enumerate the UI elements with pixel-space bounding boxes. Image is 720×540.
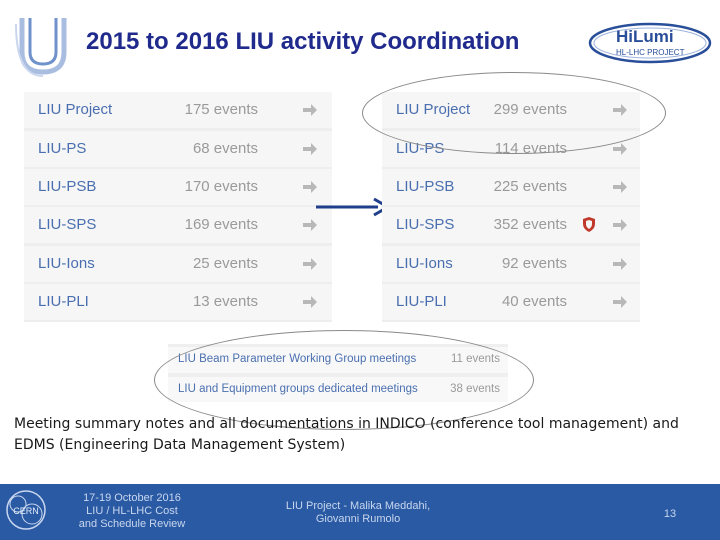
arrow-right-icon[interactable] <box>302 103 318 117</box>
highlight-ellipse-meetings <box>154 330 534 430</box>
arrow-right-icon[interactable] <box>302 180 318 194</box>
row-project-label[interactable]: LIU-SPS <box>396 216 455 233</box>
events-table-2015: LIU Project 175 events LIU-PS 68 events … <box>24 92 332 322</box>
row-project-label[interactable]: LIU-PLI <box>396 293 447 310</box>
table-row[interactable]: LIU-SPS 352 events <box>382 207 640 243</box>
arrow-right-icon[interactable] <box>302 295 318 309</box>
row-event-count: 40 events <box>501 293 567 310</box>
table-row[interactable]: LIU-PS 68 events <box>24 131 332 167</box>
footer-authors: LIU Project - Malika Meddahi, Giovanni R… <box>258 500 458 526</box>
table-row[interactable]: LIU-PSB 170 events <box>24 169 332 205</box>
table-row[interactable]: LIU-Ions 25 events <box>24 246 332 282</box>
row-event-count: 352 events <box>493 216 567 233</box>
table-row[interactable]: LIU-PLI 40 events <box>382 284 640 320</box>
row-project-label[interactable]: LIU-Ions <box>38 255 95 272</box>
cern-logo-icon: CERN <box>6 490 46 530</box>
row-event-count: 170 events <box>184 178 258 195</box>
footer-event-info: 17-19 October 2016 LIU / HL-LHC Cost and… <box>62 492 202 531</box>
footer-author-line: Giovanni Rumolo <box>315 513 401 525</box>
shield-icon <box>583 217 595 232</box>
cern-logo-text: CERN <box>13 506 39 516</box>
arrow-right-icon[interactable] <box>302 257 318 271</box>
arrow-right-icon[interactable] <box>302 142 318 156</box>
arrow-right-icon[interactable] <box>612 142 628 156</box>
row-project-label[interactable]: LIU-PS <box>38 140 87 157</box>
row-event-count: 68 events <box>192 140 258 157</box>
slide-title: 2015 to 2016 LIU activity Coordination <box>86 28 520 55</box>
arrow-right-icon[interactable] <box>302 218 318 232</box>
highlight-ellipse-project <box>362 72 666 154</box>
footer-event-line: 17-19 October 2016 <box>83 492 181 504</box>
row-project-label[interactable]: LIU Project <box>38 101 113 118</box>
row-project-label[interactable]: LIU-PSB <box>396 178 455 195</box>
row-project-label[interactable]: LIU-SPS <box>38 216 97 233</box>
footer-event-line: and Schedule Review <box>78 518 186 530</box>
row-project-label[interactable]: LIU-PLI <box>38 293 89 310</box>
arrow-right-icon[interactable] <box>612 218 628 232</box>
row-event-count: 175 events <box>184 101 258 118</box>
arrow-right-icon[interactable] <box>612 257 628 271</box>
table-row[interactable]: LIU-SPS 169 events <box>24 207 332 243</box>
row-event-count: 25 events <box>192 255 258 272</box>
hilumi-logo-text: HiLumi <box>616 27 674 46</box>
footer-bar <box>0 484 720 540</box>
row-event-count: 169 events <box>184 216 258 233</box>
liu-logo-icon <box>15 18 67 77</box>
row-event-count: 225 events <box>493 178 567 195</box>
arrow-right-icon[interactable] <box>612 295 628 309</box>
transition-arrow-icon <box>316 197 390 217</box>
table-row[interactable]: LIU-Ions 92 events <box>382 246 640 282</box>
notes-text: Meeting summary notes and all documentat… <box>14 416 679 453</box>
arrow-right-icon[interactable] <box>612 180 628 194</box>
table-row[interactable]: LIU-PSB 225 events <box>382 169 640 205</box>
page-number: 13 <box>663 508 677 520</box>
row-event-count: 13 events <box>192 293 258 310</box>
row-project-label[interactable]: LIU-PSB <box>38 178 97 195</box>
footer-event-line: LIU / HL-LHC Cost <box>86 505 178 517</box>
hilumi-logo-subtext: HL-LHC PROJECT <box>616 48 685 57</box>
row-event-count: 92 events <box>501 255 567 272</box>
hilumi-logo-icon: HiLumi HL-LHC PROJECT <box>588 22 712 64</box>
footer-author-line: LIU Project - Malika Meddahi, <box>285 500 431 512</box>
table-row[interactable]: LIU-PLI 13 events <box>24 284 332 320</box>
table-row[interactable]: LIU Project 175 events <box>24 92 332 128</box>
row-project-label[interactable]: LIU-Ions <box>396 255 453 272</box>
